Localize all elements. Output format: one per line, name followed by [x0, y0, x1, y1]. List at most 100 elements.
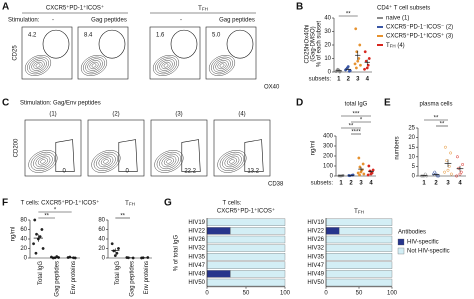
- contour: [219, 151, 245, 171]
- plot-frame: [24, 119, 82, 177]
- x-tick-label: 1: [422, 181, 426, 187]
- bar-segment: [325, 244, 393, 252]
- dot: [33, 218, 37, 222]
- dot: [40, 228, 44, 231]
- dot: [457, 166, 461, 170]
- bar-segment: [339, 227, 393, 235]
- legend-entry: naive (1): [386, 16, 409, 22]
- contour: [31, 60, 45, 71]
- stimulation: -: [52, 18, 54, 24]
- dot: [363, 67, 366, 71]
- contour: [215, 60, 229, 71]
- x-tick-label: 4: [458, 181, 462, 187]
- dot: [366, 173, 370, 177]
- significance-label: **: [440, 122, 445, 128]
- contour: [157, 58, 175, 73]
- legend-title: Antibodies: [398, 230, 426, 236]
- dot: [445, 159, 449, 163]
- contour: [161, 155, 177, 168]
- dot: [35, 232, 38, 236]
- legend-entry-base: T: [386, 43, 390, 49]
- legend-entry: TFH (4): [386, 43, 405, 49]
- contour: [27, 56, 49, 75]
- contour: [35, 155, 51, 168]
- x-tick-label: 2: [434, 181, 438, 187]
- row-label: HIV49: [307, 271, 324, 277]
- group-header: T cells: CXCR5⁺PD-1⁺ICOS⁺: [21, 200, 100, 207]
- legend-entry: CXCR5⁻PD-1⁻ICOS⁻ (2): [386, 25, 453, 31]
- y-tick-label: 200: [323, 154, 334, 160]
- significance-label: **: [346, 12, 351, 18]
- y-tick-label: 0: [330, 174, 334, 180]
- bar-segment: [325, 227, 340, 235]
- legend-entry-after: (4): [396, 43, 405, 49]
- dot: [356, 59, 360, 63]
- y-tick-label: 100: [323, 164, 334, 170]
- group-header: CXCR5⁺PD-1⁺ICOS⁺: [46, 5, 104, 12]
- contour: [89, 61, 99, 70]
- bar-segment: [325, 278, 393, 287]
- dot: [32, 242, 36, 246]
- x-tick-label: 100: [387, 290, 398, 296]
- gate-value: 13.2: [247, 169, 259, 175]
- row-label: HIV32: [307, 246, 324, 252]
- contour: [211, 56, 233, 75]
- group-header-base: T: [125, 201, 129, 207]
- row-label: HIV35: [188, 254, 205, 260]
- contour: [100, 157, 111, 166]
- contour: [217, 61, 227, 70]
- contour: [28, 150, 58, 173]
- panel-label: A: [2, 2, 9, 13]
- x-tick-label: 3: [356, 77, 360, 83]
- legend-swatch: [397, 247, 405, 255]
- contour: [98, 155, 114, 168]
- dot: [434, 172, 438, 176]
- dot: [443, 145, 447, 149]
- contour: [93, 151, 119, 171]
- group-header: TFH: [354, 209, 364, 215]
- x-tick-label: Total IgG: [38, 261, 44, 285]
- significance-label: **: [434, 116, 439, 122]
- contour: [33, 61, 43, 70]
- dot: [367, 57, 371, 60]
- contour: [96, 153, 116, 170]
- significance-label: *: [54, 208, 57, 214]
- contour: [222, 153, 242, 170]
- legend-entry-sub: FH: [390, 44, 396, 49]
- row-label: HIV49: [188, 271, 205, 277]
- x-tick-label: Gag peptides: [130, 261, 136, 297]
- dot: [459, 170, 463, 174]
- stimulation-label: Stimulation: Gag/Env peptides: [20, 101, 101, 107]
- bar-segment: [206, 218, 286, 226]
- significance-label: *: [360, 118, 363, 124]
- significance-label: **: [349, 124, 354, 130]
- x-tick-label: 100: [280, 290, 291, 296]
- contour: [229, 159, 235, 164]
- bar-segment: [206, 235, 286, 244]
- gate: [170, 29, 198, 59]
- x-prefix: subsets:: [309, 77, 332, 83]
- y-tick-label: 20: [20, 246, 27, 252]
- x-tick-label: 1: [339, 181, 343, 187]
- dot: [362, 172, 366, 176]
- contour: [33, 153, 53, 170]
- dot: [117, 247, 120, 250]
- x-tick-label: 50: [356, 290, 363, 296]
- y-tick-label: 20: [408, 135, 415, 141]
- y-tick-label: 20: [98, 246, 105, 252]
- dot: [347, 69, 351, 73]
- axis-label: % of each subset: [317, 21, 323, 67]
- significance-label: **: [44, 214, 49, 220]
- contour: [24, 55, 52, 76]
- dot: [361, 162, 365, 166]
- bar-segment: [206, 253, 286, 261]
- y-tick-label: 10: [324, 56, 331, 62]
- panel-label: B: [296, 2, 303, 13]
- y-tick-label: 40: [324, 16, 331, 22]
- gate: [226, 29, 254, 59]
- y-tick-label: 40: [98, 237, 105, 243]
- contour: [85, 58, 103, 73]
- dot: [359, 170, 363, 174]
- x-tick-label: Env proteins: [144, 261, 150, 294]
- legend-entry: HIV-specific: [407, 240, 439, 246]
